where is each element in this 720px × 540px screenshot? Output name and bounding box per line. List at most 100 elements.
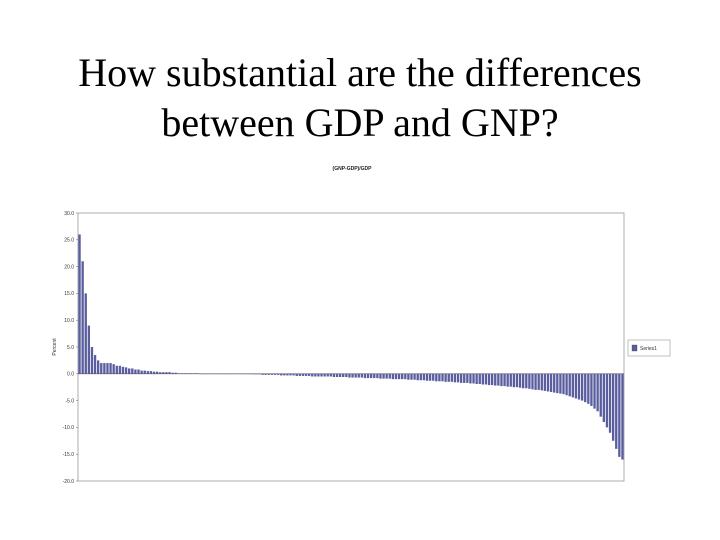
bar — [155, 371, 159, 374]
bar — [149, 371, 153, 374]
bar — [345, 373, 348, 378]
legend-label: Series1 — [640, 346, 657, 352]
bar — [335, 373, 339, 378]
y-tick-label: 5.0 — [67, 345, 74, 351]
bar — [397, 373, 401, 380]
bar — [317, 373, 320, 377]
legend-box — [627, 339, 671, 357]
y-tick-label: -20.0 — [63, 479, 75, 485]
bar — [146, 371, 149, 374]
bar — [97, 360, 100, 374]
bar — [363, 373, 367, 379]
bar — [351, 373, 354, 378]
bar — [174, 372, 177, 374]
bar — [314, 373, 317, 377]
bar — [494, 373, 497, 386]
bar — [599, 373, 602, 417]
bar — [456, 373, 460, 383]
bar — [112, 364, 115, 374]
bar — [370, 373, 373, 379]
bar — [103, 363, 106, 374]
bar — [171, 372, 174, 374]
bar — [525, 373, 528, 389]
bar — [553, 373, 556, 393]
bar — [611, 373, 615, 441]
bar — [131, 368, 134, 374]
bar — [373, 373, 376, 379]
bar — [196, 373, 199, 374]
bar — [100, 363, 103, 374]
bar — [190, 373, 193, 374]
bar — [549, 373, 553, 393]
bar — [534, 373, 537, 390]
bar — [109, 363, 112, 374]
bar — [416, 373, 419, 381]
bar — [500, 373, 503, 387]
bar — [267, 373, 270, 375]
y-tick-label: -15.0 — [63, 452, 75, 458]
bar — [90, 347, 94, 374]
bar — [503, 373, 506, 387]
bar — [537, 373, 540, 390]
bar — [115, 365, 118, 374]
bar — [608, 373, 612, 433]
bar — [326, 373, 329, 377]
bar — [366, 373, 370, 379]
bar — [388, 373, 391, 379]
bar — [124, 367, 128, 374]
bar — [506, 373, 509, 387]
bar — [469, 373, 472, 384]
bar — [432, 373, 435, 381]
bar — [177, 373, 180, 374]
bar — [118, 365, 122, 374]
bar — [515, 373, 519, 388]
bar — [186, 373, 190, 374]
bar — [78, 234, 81, 374]
bar — [391, 373, 395, 380]
bar — [435, 373, 438, 382]
y-tick-label: 30.0 — [64, 211, 74, 217]
bar — [357, 373, 360, 378]
bar — [286, 373, 289, 376]
legend: Series1 — [627, 339, 671, 357]
bar — [385, 373, 388, 379]
bar — [276, 373, 280, 375]
bar — [93, 355, 97, 374]
bar — [441, 373, 444, 382]
bar — [382, 373, 385, 379]
bar — [509, 373, 512, 387]
bar — [428, 373, 432, 381]
slide-title-line-1: How substantial are the differences — [78, 50, 642, 95]
bar — [134, 369, 137, 374]
bar — [528, 373, 531, 389]
bar — [568, 373, 571, 397]
bar — [168, 372, 171, 374]
bar — [522, 373, 525, 389]
legend-swatch — [631, 344, 638, 352]
bar — [587, 373, 590, 404]
bar — [376, 373, 379, 379]
bar — [261, 373, 264, 375]
bar — [289, 373, 292, 376]
y-axis-ticks: -20.0 -15.0 -10.0 -5.0 0.0 5.0 10.0 15.0 20.0 25.… — [63, 211, 78, 485]
bar — [512, 373, 516, 388]
bar — [379, 373, 382, 379]
bar — [252, 373, 255, 375]
bar — [165, 372, 168, 374]
bar — [301, 373, 305, 376]
bar — [283, 373, 286, 376]
bar — [438, 373, 441, 382]
bar — [106, 363, 109, 374]
bar — [295, 373, 298, 376]
bar — [543, 373, 547, 391]
bar — [605, 373, 609, 428]
bar — [354, 373, 357, 378]
bar — [618, 373, 621, 457]
bar — [475, 373, 478, 384]
y-axis-label: Percent — [52, 338, 58, 356]
bar — [419, 373, 422, 381]
bar — [137, 369, 140, 374]
y-tick-label: -10.0 — [63, 425, 75, 431]
bar — [540, 373, 543, 391]
